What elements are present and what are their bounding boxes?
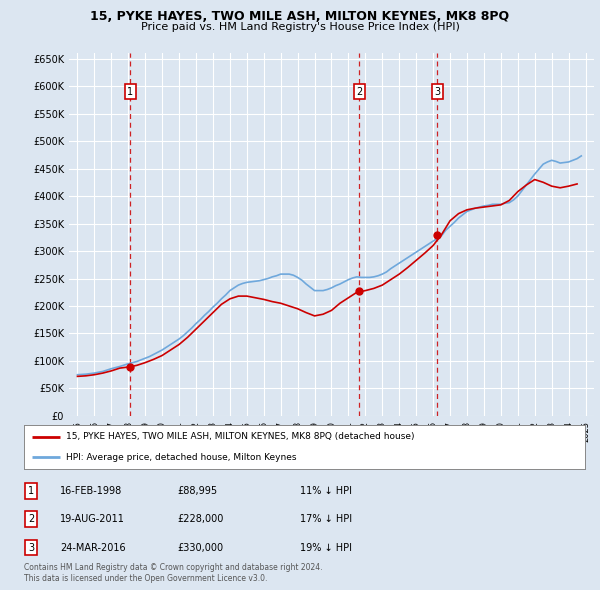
Text: 19-AUG-2011: 19-AUG-2011 [60, 514, 125, 524]
Text: 17% ↓ HPI: 17% ↓ HPI [300, 514, 352, 524]
Text: 16-FEB-1998: 16-FEB-1998 [60, 486, 122, 496]
Text: 19% ↓ HPI: 19% ↓ HPI [300, 543, 352, 552]
Text: Price paid vs. HM Land Registry's House Price Index (HPI): Price paid vs. HM Land Registry's House … [140, 22, 460, 32]
Text: Contains HM Land Registry data © Crown copyright and database right 2024.: Contains HM Land Registry data © Crown c… [24, 563, 323, 572]
Text: 2: 2 [356, 87, 362, 97]
Text: 3: 3 [28, 543, 34, 552]
Text: 3: 3 [434, 87, 440, 97]
Text: £228,000: £228,000 [177, 514, 223, 524]
Text: This data is licensed under the Open Government Licence v3.0.: This data is licensed under the Open Gov… [24, 574, 268, 583]
Text: 2: 2 [28, 514, 34, 524]
Text: 15, PYKE HAYES, TWO MILE ASH, MILTON KEYNES, MK8 8PQ: 15, PYKE HAYES, TWO MILE ASH, MILTON KEY… [91, 10, 509, 23]
Text: HPI: Average price, detached house, Milton Keynes: HPI: Average price, detached house, Milt… [66, 453, 296, 461]
Text: £330,000: £330,000 [177, 543, 223, 552]
Text: 11% ↓ HPI: 11% ↓ HPI [300, 486, 352, 496]
Text: 24-MAR-2016: 24-MAR-2016 [60, 543, 125, 552]
Text: 1: 1 [28, 486, 34, 496]
Text: £88,995: £88,995 [177, 486, 217, 496]
Text: 1: 1 [127, 87, 133, 97]
Text: 15, PYKE HAYES, TWO MILE ASH, MILTON KEYNES, MK8 8PQ (detached house): 15, PYKE HAYES, TWO MILE ASH, MILTON KEY… [66, 432, 415, 441]
